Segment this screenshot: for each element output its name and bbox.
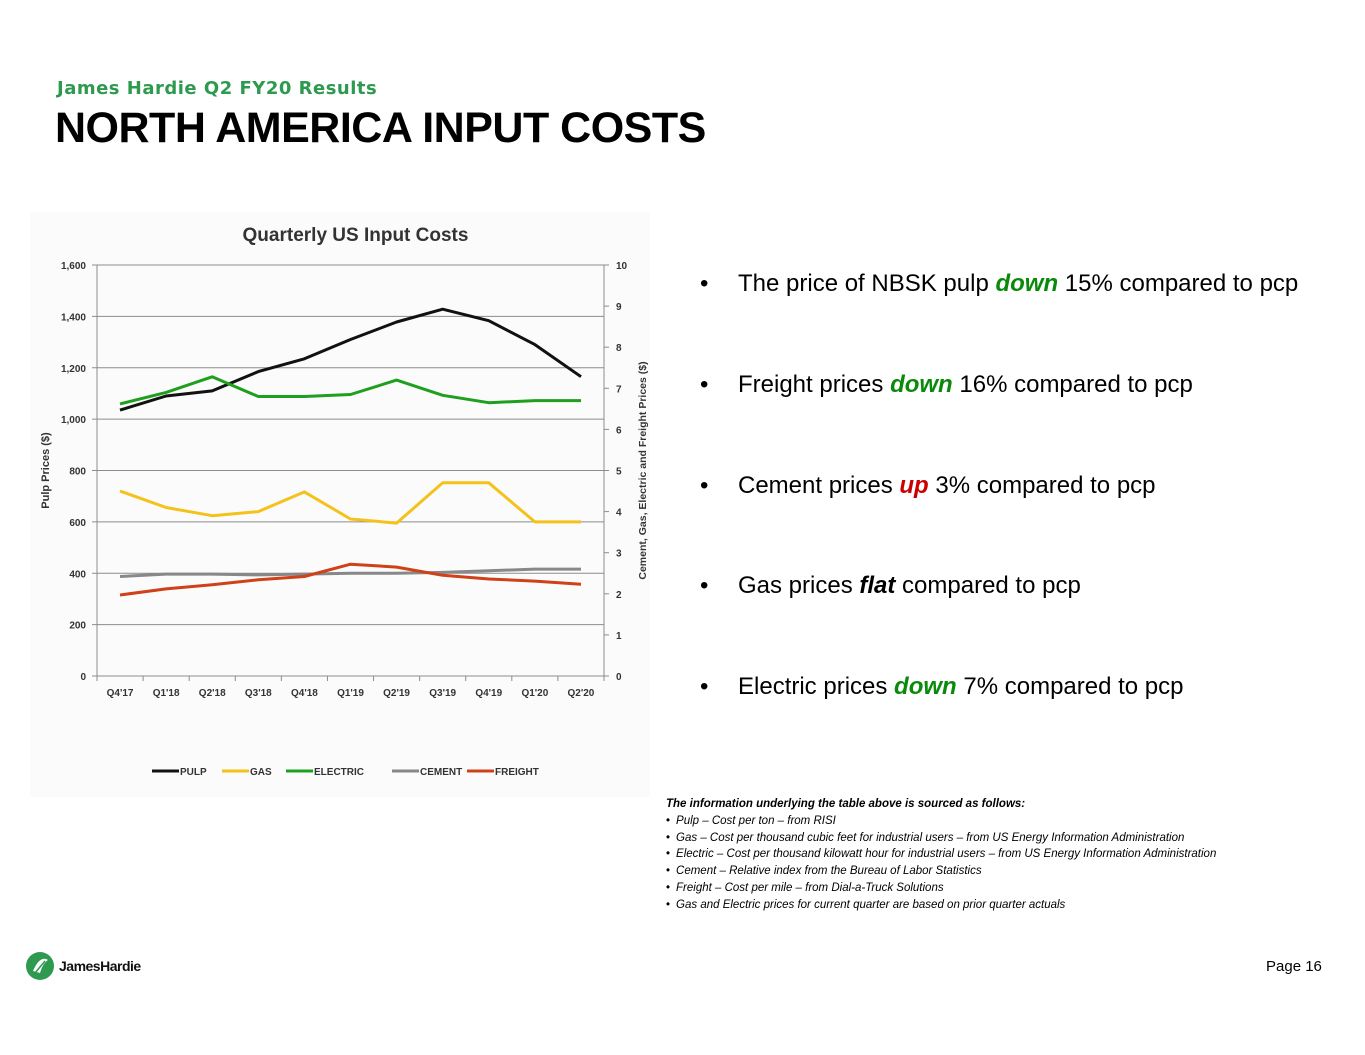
page-title: NORTH AMERICA INPUT COSTS xyxy=(55,104,706,152)
legend-label: FREIGHT xyxy=(495,767,539,778)
bullet-pre: Electric prices xyxy=(738,673,895,700)
bullet-keyword: down xyxy=(890,371,953,398)
right-tick-label: 0 xyxy=(616,672,622,683)
chart-panel: Quarterly US Input Costs 0 200 400 600 800 1,0… xyxy=(30,212,650,797)
x-tick-label: Q1'18 xyxy=(153,688,180,699)
right-tick-label: 2 xyxy=(616,590,622,601)
x-tick-label: Q2'20 xyxy=(568,688,595,699)
x-tick-label: Q3'18 xyxy=(245,688,272,699)
series-line-pulp xyxy=(119,307,582,412)
left-tick-label: 0 xyxy=(80,672,86,683)
legend-label: CEMENT xyxy=(420,767,462,778)
legend-label: PULP xyxy=(180,767,207,778)
chart-title: Quarterly US Input Costs xyxy=(243,225,469,246)
y2-axis-label: Cement, Gas, Electric and Freight Prices… xyxy=(637,361,649,579)
input-costs-chart: Quarterly US Input Costs 0 200 400 600 800 1,0… xyxy=(40,225,649,778)
logo-leaf-icon xyxy=(26,952,54,980)
note-item: Freight – Cost per mile – from Dial-a-Tr… xyxy=(666,880,1356,897)
bullet-pulp: • The price of NBSK pulp down 15% compare… xyxy=(700,270,1299,297)
left-tick-label: 1,000 xyxy=(61,415,86,426)
bullet-pre: Freight prices xyxy=(738,371,891,398)
page-number: Page 16 xyxy=(1266,958,1322,975)
note-item: Gas and Electric prices for current quar… xyxy=(666,897,1356,914)
bullet-keyword: flat xyxy=(859,572,896,599)
bullet-post: 7% compared to pcp xyxy=(956,673,1184,700)
left-tick-label: 400 xyxy=(69,569,86,580)
series-line-cement xyxy=(119,567,581,578)
right-tick-label: 9 xyxy=(616,302,622,313)
x-tick-label: Q3'19 xyxy=(429,688,456,699)
right-tick-label: 8 xyxy=(616,343,622,354)
y-axis-label: Pulp Prices ($) xyxy=(40,432,52,509)
right-tick-label: 10 xyxy=(616,261,628,272)
left-tick-label: 200 xyxy=(69,621,86,632)
series-line-gas xyxy=(119,481,581,525)
bullet-pre: The price of NBSK pulp xyxy=(738,270,996,297)
left-tick-label: 600 xyxy=(69,518,86,529)
bullet-keyword: down xyxy=(995,270,1059,297)
bullet-freight: • Freight prices down 16% compared to pcp xyxy=(700,371,1193,398)
note-item: Cement – Relative index from the Bureau … xyxy=(666,863,1356,880)
right-tick-label: 5 xyxy=(616,467,622,478)
bullet-post: 15% compared to pcp xyxy=(1058,270,1299,297)
right-tick-label: 4 xyxy=(616,508,622,519)
left-tick-label: 800 xyxy=(69,467,86,478)
bullet-post: compared to pcp xyxy=(895,572,1081,599)
bullet-post: 16% compared to pcp xyxy=(952,371,1193,398)
right-tick-label: 7 xyxy=(616,384,622,395)
bullet-post: 3% compared to pcp xyxy=(928,472,1156,499)
note-item: Electric – Cost per thousand kilowatt ho… xyxy=(666,846,1356,863)
bullet-pre: Cement prices xyxy=(738,472,900,499)
series-line-electric xyxy=(119,375,581,406)
notes-heading: The information underlying the table abo… xyxy=(666,798,1026,810)
x-tick-label: Q2'19 xyxy=(383,688,410,699)
x-tick-label: Q1'20 xyxy=(521,688,548,699)
x-tick-label: Q4'17 xyxy=(107,688,134,699)
logo-wordmark: JamesHardie xyxy=(59,958,141,974)
x-tick-label: Q4'19 xyxy=(475,688,502,699)
bullet-keyword: up xyxy=(899,472,929,499)
bullet-cement: • Cement prices up 3% compared to pcp xyxy=(700,472,1156,499)
right-tick-label: 3 xyxy=(616,549,622,560)
right-tick-label: 1 xyxy=(616,631,622,642)
series-line-freight xyxy=(119,562,582,597)
bullet-gas: • Gas prices flat compared to pcp xyxy=(700,572,1081,599)
legend-label: GAS xyxy=(250,767,272,778)
note-item: Gas – Cost per thousand cubic feet for i… xyxy=(666,830,1356,847)
x-tick-label: Q2'18 xyxy=(199,688,226,699)
legend-label: ELECTRIC xyxy=(314,767,364,778)
left-tick-label: 1,200 xyxy=(61,364,86,375)
james-hardie-logo: JamesHardie xyxy=(25,951,141,981)
note-item: Pulp – Cost per ton – from RISI xyxy=(666,813,1356,830)
x-tick-label: Q1'19 xyxy=(337,688,364,699)
bullet-pre: Gas prices xyxy=(738,572,860,599)
source-notes: The information underlying the table abo… xyxy=(666,796,1356,914)
left-tick-label: 1,600 xyxy=(61,261,86,272)
x-tick-label: Q4'18 xyxy=(291,688,318,699)
bullet-keyword: down xyxy=(894,673,957,700)
right-tick-label: 6 xyxy=(616,425,622,436)
bullet-electric: • Electric prices down 7% compared to pcp xyxy=(700,673,1184,700)
header-subtitle: James Hardie Q2 FY20 Results xyxy=(57,78,378,99)
left-tick-label: 1,400 xyxy=(61,312,86,323)
